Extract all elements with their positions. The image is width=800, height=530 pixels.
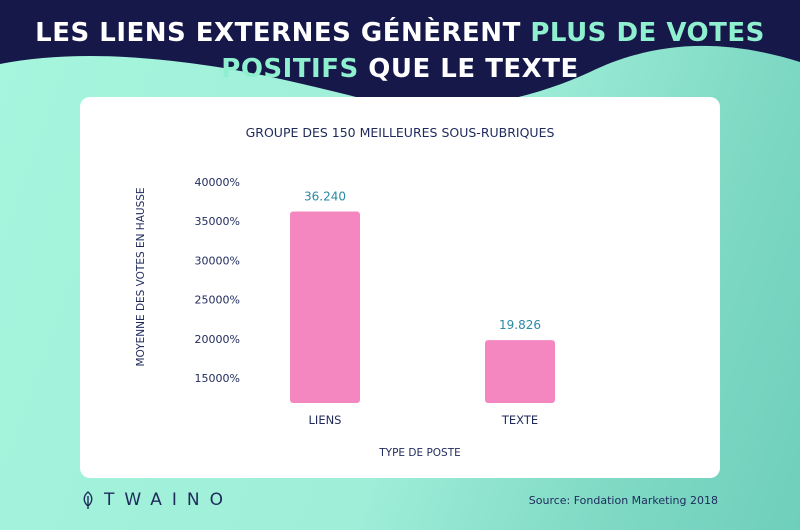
y-tick-label: 15000%	[195, 372, 240, 385]
bar-texte	[485, 340, 555, 403]
value-label: 36.240	[304, 189, 346, 203]
chart-title: GROUPE DES 150 MEILLEURES SOUS-RUBRIQUES	[246, 125, 555, 140]
x-tick-label: LIENS	[309, 413, 342, 427]
page-title-line-2: POSITIFS QUE LE TEXTE	[0, 54, 800, 84]
x-axis-label: TYPE DE POSTE	[378, 447, 461, 459]
y-tick-label: 30000%	[195, 254, 240, 267]
title-white-part: QUE LE TEXTE	[368, 54, 579, 84]
y-tick-label: 20000%	[195, 333, 240, 346]
leaf-icon	[83, 491, 93, 509]
page-title-line-1: LES LIENS EXTERNES GÉNÈRENT PLUS DE VOTE…	[0, 18, 800, 48]
brand-name: TWAINO	[104, 490, 234, 510]
bar-liens	[290, 211, 360, 403]
y-tick-label: 25000%	[195, 294, 240, 307]
x-tick-label: TEXTE	[501, 413, 538, 427]
title-white-part: LES LIENS EXTERNES GÉNÈRENT	[35, 18, 521, 48]
value-label: 19.826	[499, 318, 541, 332]
y-axis-label: MOYENNE DES VOTES EN HAUSSE	[135, 187, 147, 366]
header-wave-background	[0, 0, 800, 108]
x-tick-labels: LIENS TEXTE	[309, 413, 539, 427]
chart-card: GROUPE DES 150 MEILLEURES SOUS-RUBRIQUES…	[80, 97, 720, 478]
y-tick-label: 40000%	[195, 176, 240, 189]
bars	[290, 211, 555, 403]
value-labels: 36.240 19.826	[304, 189, 541, 332]
y-tick-label: 35000%	[195, 215, 240, 228]
source-note: Source: Fondation Marketing 2018	[528, 494, 718, 507]
title-highlight-part: PLUS DE VOTES	[530, 18, 765, 48]
brand-logo: TWAINO	[80, 489, 233, 511]
bar-chart: GROUPE DES 150 MEILLEURES SOUS-RUBRIQUES…	[135, 125, 555, 459]
y-tick-labels: 15000% 20000% 25000% 30000% 35000% 40000%	[195, 176, 240, 385]
title-highlight-part: POSITIFS	[221, 54, 359, 84]
